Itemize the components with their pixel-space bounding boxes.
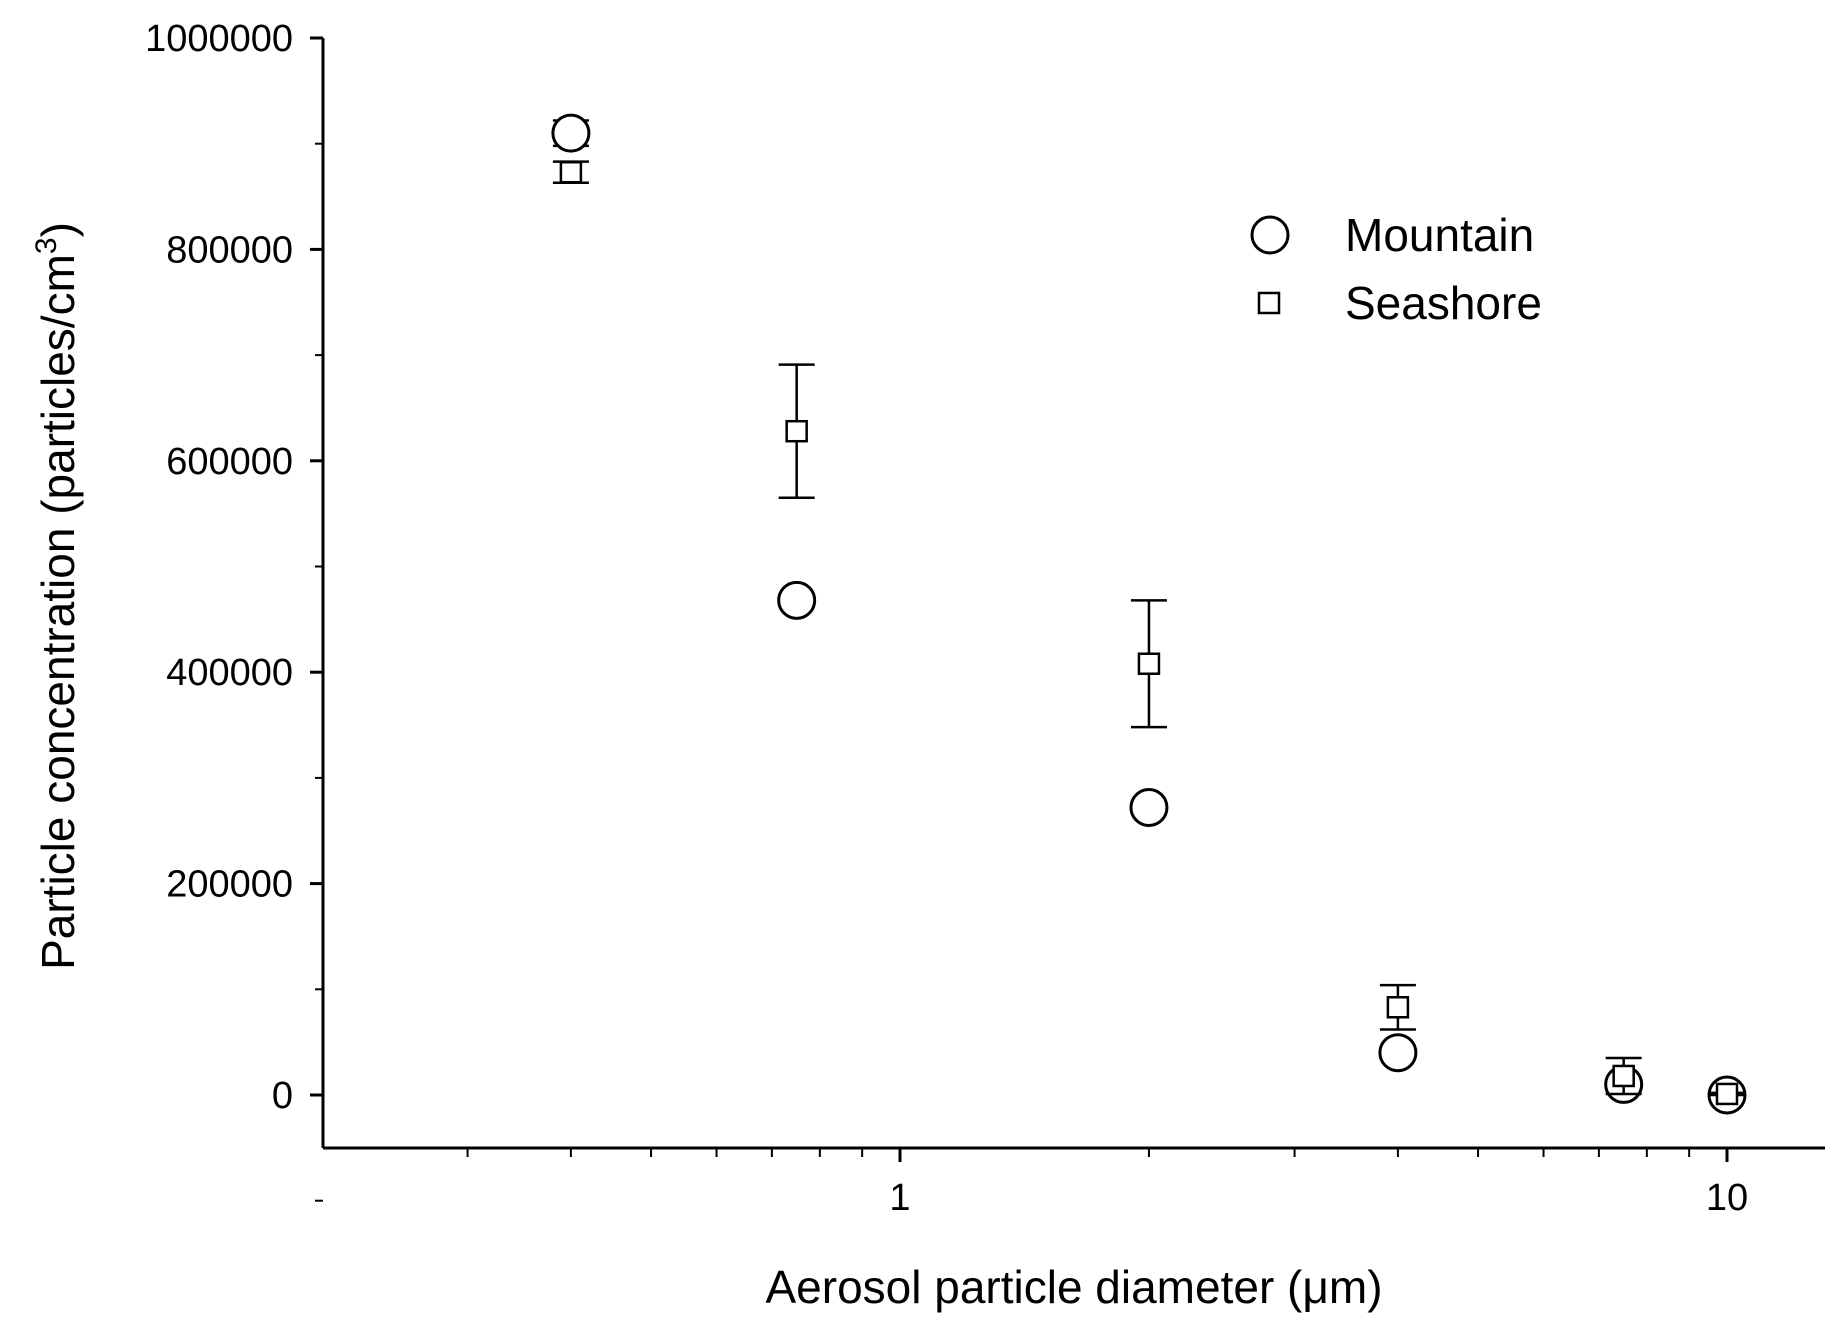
mountain-point — [777, 580, 817, 620]
x-ticks: 1 10 — [466, 1148, 1748, 1219]
series-seashore — [552, 160, 1745, 1106]
series-layer — [551, 113, 1747, 1115]
x-tick-label: 10 — [1706, 1177, 1748, 1219]
mountain-point — [551, 113, 591, 153]
legend: Mountain Seashore — [1250, 209, 1542, 329]
y-tick-label: 600000 — [166, 441, 293, 483]
seashore-point — [785, 419, 808, 443]
y-tick-label: 200000 — [166, 864, 293, 906]
y-tick-label: 400000 — [166, 652, 293, 694]
y-ticks: 0 200000 400000 600000 800000 1000000 — [145, 18, 323, 1202]
axes — [321, 38, 1825, 1150]
seashore-point — [559, 160, 583, 184]
legend-label-seashore: Seashore — [1345, 277, 1542, 329]
y-axis-title-superscript: 3 — [30, 237, 63, 254]
y-axis-title: Particle concentration (particles/cm3) — [30, 222, 84, 970]
mountain-point — [1129, 787, 1169, 827]
y-axis-title-close: ) — [32, 222, 84, 237]
legend-marker-mountain — [1250, 215, 1290, 255]
mountain-point — [1378, 1033, 1418, 1073]
y-tick-label: 800000 — [166, 229, 293, 271]
x-axis-title: Aerosol particle diameter (μm) — [765, 1261, 1382, 1313]
y-tick-label: 1000000 — [145, 18, 293, 60]
y-tick-label: 0 — [272, 1075, 293, 1117]
x-tick-label: 1 — [889, 1177, 910, 1219]
legend-marker-seashore — [1257, 291, 1281, 315]
y-axis-title-main: Particle concentration (particles/cm — [32, 254, 84, 970]
seashore-point — [1386, 996, 1410, 1019]
seashore-point — [1715, 1082, 1739, 1106]
seashore-point — [1612, 1064, 1635, 1088]
legend-label-mountain: Mountain — [1345, 209, 1534, 261]
seashore-point — [1137, 652, 1161, 675]
